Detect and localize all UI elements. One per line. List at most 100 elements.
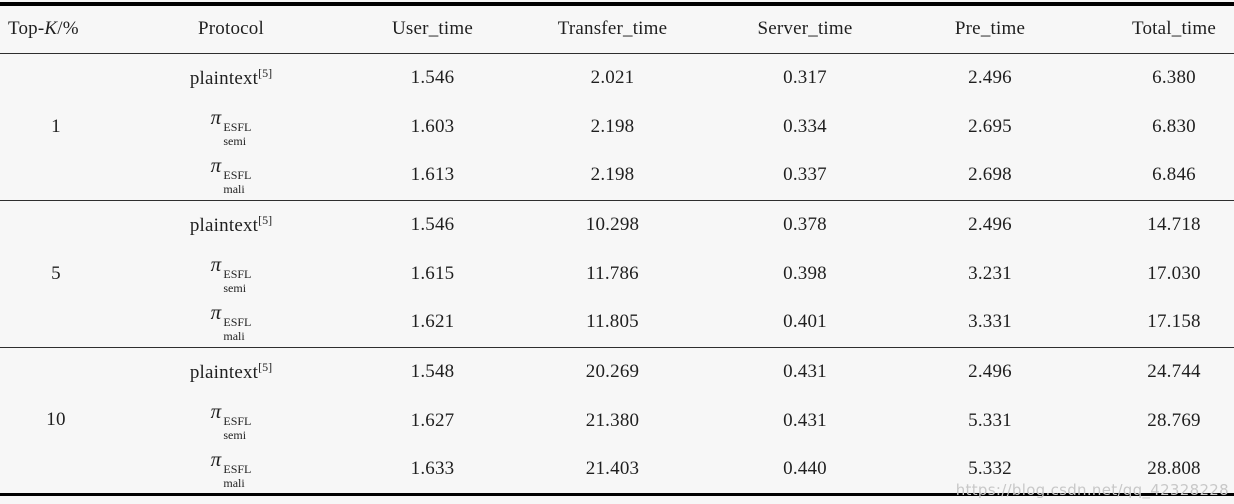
total-time-value: 24.744 — [1147, 360, 1201, 382]
protocol-pi-symbol: π — [210, 446, 222, 471]
server-time-value: 0.378 — [783, 213, 827, 235]
transfer-time-value: 20.269 — [585, 360, 640, 382]
protocol-name: plaintext — [189, 214, 259, 236]
transfer-time-value: 2.021 — [590, 66, 635, 88]
group-topk-5: 5 plaintext[5] 1.546 10.298 0.378 2.496 14.718… — [0, 200, 1234, 347]
protocol-scripts: ESFL mali — [223, 461, 252, 491]
protocol-cell: π ESFL mali — [112, 445, 350, 494]
col-header-user-time: User_time — [392, 18, 473, 40]
protocol-superscript: ESFL — [223, 461, 252, 476]
pre-time-value: 3.331 — [968, 311, 1012, 333]
protocol-subscript: mali — [223, 475, 245, 490]
server-time-value: 0.440 — [783, 457, 827, 479]
topk-suffix: /% — [57, 18, 79, 40]
pre-time-value: 3.231 — [968, 262, 1012, 284]
server-time-value: 0.401 — [783, 311, 827, 333]
protocol-superscript: ESFL — [223, 119, 252, 134]
table-row: π ESFL semi 1.603 2.198 0.334 2.695 6.830 — [0, 102, 1234, 151]
protocol-subscript: mali — [223, 329, 245, 344]
protocol-subscript: mali — [223, 182, 245, 197]
user-time-value: 1.615 — [410, 262, 455, 284]
user-time-value: 1.546 — [410, 213, 455, 235]
total-time-value: 6.380 — [1152, 66, 1196, 88]
protocol-subscript: semi — [223, 280, 247, 295]
transfer-time-value: 2.198 — [590, 115, 635, 137]
table-row: π ESFL semi 1.627 21.380 0.431 5.331 28.769 — [0, 396, 1234, 445]
transfer-time-value: 2.198 — [590, 164, 635, 186]
citation-ref: [5] — [258, 212, 273, 227]
pre-time-value: 2.496 — [968, 213, 1012, 235]
protocol-scripts: ESFL semi — [223, 119, 252, 149]
protocol-scripts: ESFL mali — [223, 316, 251, 344]
total-time-value: 28.808 — [1147, 457, 1201, 479]
table-row: π ESFL semi 1.615 11.786 0.398 3.231 17.030 — [0, 249, 1234, 298]
protocol-pi-symbol: π — [210, 251, 222, 276]
protocol-cell: plaintext[5] — [112, 347, 350, 396]
protocol-pi-symbol: π — [210, 300, 222, 325]
total-time-value: 6.830 — [1152, 115, 1196, 137]
protocol-cell: plaintext[5] — [112, 53, 350, 102]
topk-k-italic: K — [44, 18, 58, 40]
header-row: Top-K/% Protocol User_time Transfer_time… — [0, 4, 1234, 53]
table-header: Top-K/% Protocol User_time Transfer_time… — [0, 4, 1234, 53]
transfer-time-value: 11.805 — [586, 311, 639, 333]
pre-time-value: 2.695 — [968, 115, 1012, 137]
protocol-cell: π ESFL semi — [112, 249, 350, 298]
total-time-value: 17.030 — [1147, 262, 1201, 284]
topk-value: 5 — [51, 262, 61, 284]
transfer-time-value: 21.380 — [585, 409, 640, 431]
table-row: 1 plaintext[5] 1.546 2.021 0.317 2.496 6.380 — [0, 53, 1234, 137]
user-time-value: 1.603 — [410, 115, 455, 137]
table-row: π ESFL mali 1.621 11.805 0.401 3.331 17.158 — [0, 298, 1234, 347]
protocol-scripts: ESFL semi — [223, 266, 252, 296]
server-time-value: 0.398 — [783, 262, 827, 284]
topk-prefix: Top- — [8, 18, 45, 40]
protocol-superscript: ESFL — [223, 266, 252, 281]
protocol-scripts: ESFL mali — [223, 169, 251, 197]
pre-time-value: 5.332 — [968, 457, 1012, 479]
user-time-value: 1.621 — [410, 311, 455, 333]
user-time-value: 1.548 — [410, 360, 455, 382]
protocol-pi-symbol: π — [210, 153, 222, 178]
transfer-time-value: 21.403 — [585, 457, 640, 479]
citation-ref: [5] — [258, 359, 273, 374]
pre-time-value: 2.496 — [968, 66, 1012, 88]
protocol-cell: π ESFL semi — [112, 102, 350, 151]
col-header-protocol: Protocol — [198, 18, 264, 40]
protocol-cell: π ESFL mali — [112, 151, 350, 200]
user-time-value: 1.627 — [410, 409, 455, 431]
protocol-cell: π ESFL semi — [112, 396, 350, 445]
protocol-subscript: semi — [223, 427, 247, 442]
protocol-cell: π ESFL mali — [112, 298, 350, 347]
citation-ref: [5] — [258, 65, 273, 80]
protocol-name: plaintext — [189, 67, 259, 89]
user-time-value: 1.546 — [410, 66, 455, 88]
server-time-value: 0.431 — [783, 409, 827, 431]
server-time-value: 0.317 — [783, 66, 827, 88]
protocol-superscript: ESFL — [223, 168, 252, 183]
table-row: π ESFL mali 1.633 21.403 0.440 5.332 28.808 — [0, 445, 1234, 494]
protocol-scripts: ESFL semi — [223, 414, 251, 443]
total-time-value: 28.769 — [1147, 409, 1201, 431]
protocol-subscript: semi — [223, 133, 247, 148]
transfer-time-value: 11.786 — [586, 262, 639, 284]
table-row: π ESFL mali 1.613 2.198 0.337 2.698 6.846 — [0, 151, 1234, 200]
pre-time-value: 2.698 — [968, 164, 1012, 186]
table-row: 5 plaintext[5] 1.546 10.298 0.378 2.496 14.718 — [0, 200, 1234, 284]
user-time-value: 1.613 — [410, 164, 455, 186]
protocol-pi-symbol: π — [210, 398, 222, 423]
transfer-time-value: 10.298 — [585, 213, 640, 235]
protocol-superscript: ESFL — [223, 315, 252, 330]
protocol-pi-symbol: π — [210, 104, 222, 129]
col-header-pre-time: Pre_time — [954, 18, 1026, 40]
group-topk-1: 1 plaintext[5] 1.546 2.021 0.317 2.496 6.380 π E… — [0, 53, 1234, 200]
col-header-transfer-time: Transfer_time — [557, 18, 668, 40]
pre-time-value: 2.496 — [968, 360, 1012, 382]
server-time-value: 0.334 — [783, 115, 827, 137]
topk-value: 1 — [51, 115, 61, 137]
table-row: 10 plaintext[5] 1.548 20.269 0.431 2.496 24.74… — [0, 347, 1234, 430]
topk-value: 10 — [46, 409, 66, 430]
server-time-value: 0.431 — [783, 360, 827, 382]
